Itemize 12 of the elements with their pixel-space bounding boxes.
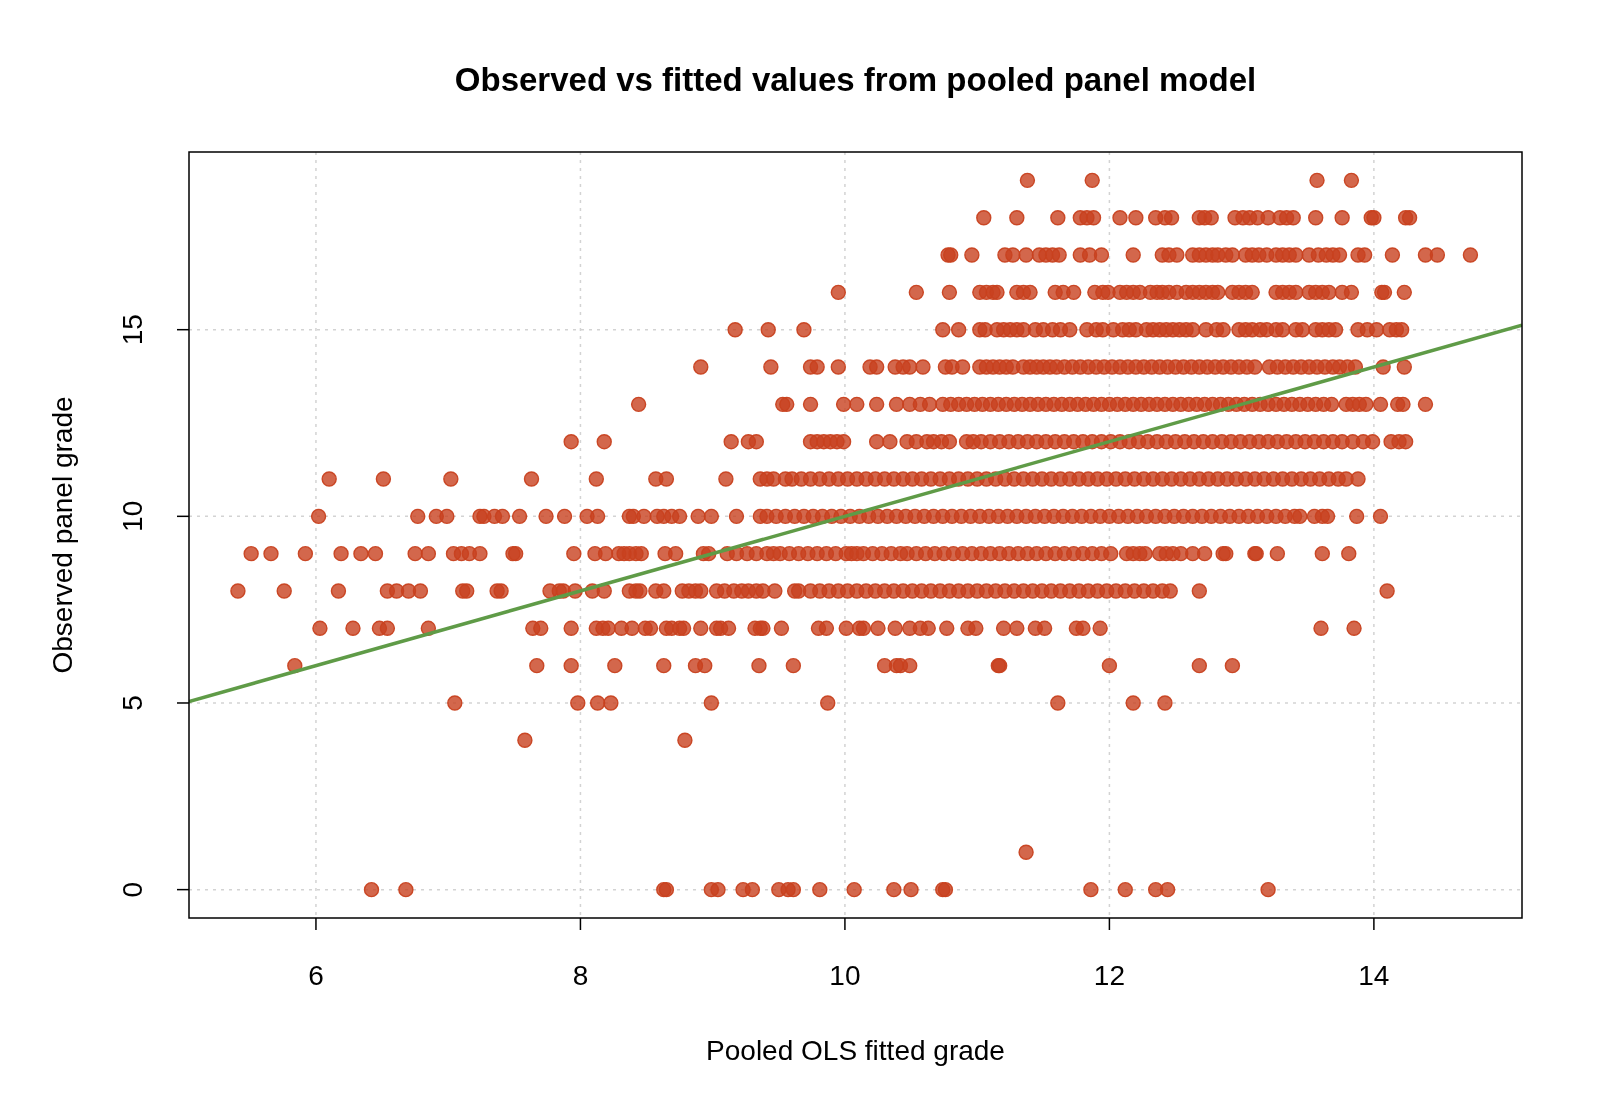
x-tick-label: 14 — [1358, 959, 1390, 991]
y-tick-label: 0 — [117, 881, 149, 898]
x-axis-title: Pooled OLS fitted grade — [706, 1034, 1005, 1066]
x-tick-label: 8 — [572, 959, 589, 991]
y-axis-title: Observed panel grade — [46, 396, 78, 674]
x-tick-label: 6 — [308, 959, 324, 991]
y-tick-label: 15 — [117, 314, 149, 346]
y-tick-label: 5 — [117, 695, 149, 711]
x-tick-label: 12 — [1093, 959, 1125, 991]
x-tick-label: 10 — [829, 959, 861, 991]
y-tick-label: 10 — [117, 500, 149, 532]
chart-title: Observed vs fitted values from pooled panel model — [454, 60, 1257, 98]
